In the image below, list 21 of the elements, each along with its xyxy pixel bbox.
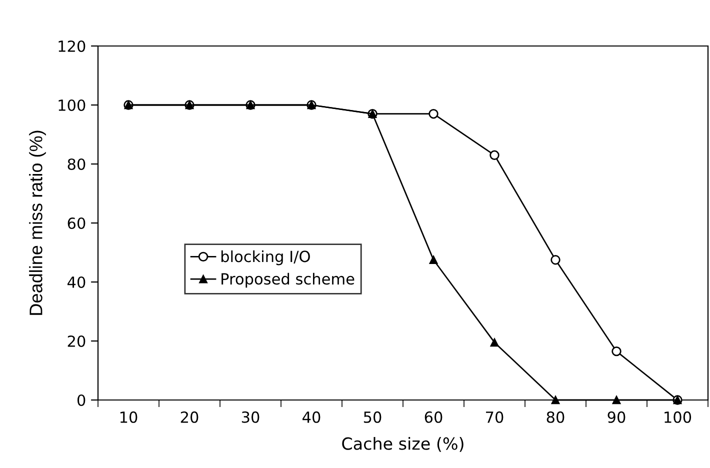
y-tick-label: 80	[68, 158, 86, 170]
y-tick-label: 0	[77, 394, 86, 406]
legend-label: Proposed scheme	[222, 272, 354, 288]
y-tick-label: 120	[58, 40, 86, 52]
y-tick-label: 20	[68, 335, 86, 348]
x-tick-label: 90	[608, 411, 626, 423]
x-tick-label: 80	[546, 411, 564, 423]
y-tick-label: 100	[58, 99, 86, 112]
x-tick-label: 40	[302, 411, 320, 423]
x-tick-label: 10	[120, 411, 138, 423]
x-axis-title: Cache size (%)	[342, 437, 464, 452]
y-tick-label: 40	[68, 276, 86, 288]
legend-label: blocking I/O	[221, 250, 310, 266]
y-tick-label: 60	[68, 217, 86, 230]
x-tick-label: 60	[424, 411, 442, 423]
y-axis-title: Deadline miss ratio (%)	[29, 130, 46, 315]
x-tick-label: 100	[664, 411, 692, 423]
x-tick-label: 30	[242, 411, 260, 423]
x-tick-label: 70	[486, 411, 504, 423]
x-tick-label: 50	[364, 411, 382, 423]
x-tick-label: 20	[180, 411, 198, 423]
